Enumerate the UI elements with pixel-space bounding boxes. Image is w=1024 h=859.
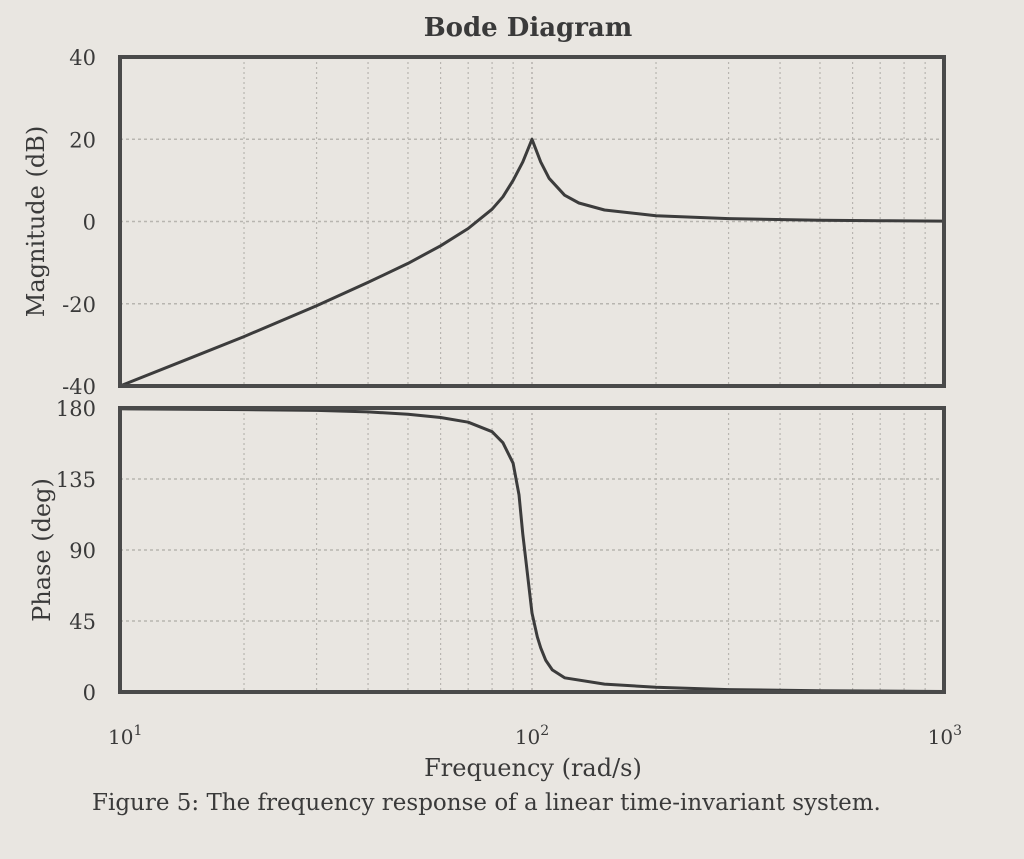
x-tick-label: 101 <box>108 723 142 749</box>
y-tick-label: 90 <box>69 539 96 563</box>
figure-caption: Figure 5: The frequency response of a li… <box>92 790 881 816</box>
y-tick-label: 40 <box>69 46 96 70</box>
phase-curve <box>119 407 945 693</box>
y-tick-label: 180 <box>56 397 96 421</box>
y-tick-label: 0 <box>83 681 96 705</box>
y-tick-label: 0 <box>83 211 96 235</box>
x-tick-exponent: 3 <box>953 723 962 739</box>
chart-title: Bode Diagram <box>424 13 633 43</box>
phase-frame <box>118 406 946 694</box>
magnitude-panel: 40 20 0 -20 -40 Magnitude (dB) <box>22 46 946 399</box>
y-tick-label: -40 <box>62 375 96 399</box>
x-tick-label: 103 <box>928 723 962 749</box>
phase-axis-label: Phase (deg) <box>28 478 56 622</box>
phase-y-ticks: 180 135 90 45 0 <box>56 397 96 705</box>
y-tick-label: -20 <box>62 293 96 317</box>
phase-grid <box>120 408 944 692</box>
magnitude-y-ticks: 40 20 0 -20 -40 <box>62 46 96 399</box>
frequency-x-ticks: 101 102 103 <box>108 723 962 749</box>
y-tick-label: 45 <box>69 610 96 634</box>
x-axis-label: Frequency (rad/s) <box>424 754 642 782</box>
x-tick-base: 10 <box>515 725 540 749</box>
x-tick-base: 10 <box>928 725 953 749</box>
magnitude-axis-label: Magnitude (dB) <box>22 126 50 317</box>
y-tick-label: 20 <box>69 128 96 152</box>
x-tick-base: 10 <box>108 725 133 749</box>
y-tick-label: 135 <box>56 468 96 492</box>
magnitude-frame <box>118 55 946 388</box>
x-tick-exponent: 1 <box>133 723 142 739</box>
x-tick-label: 102 <box>515 723 549 749</box>
magnitude-curve <box>119 137 945 388</box>
x-tick-exponent: 2 <box>540 723 549 739</box>
